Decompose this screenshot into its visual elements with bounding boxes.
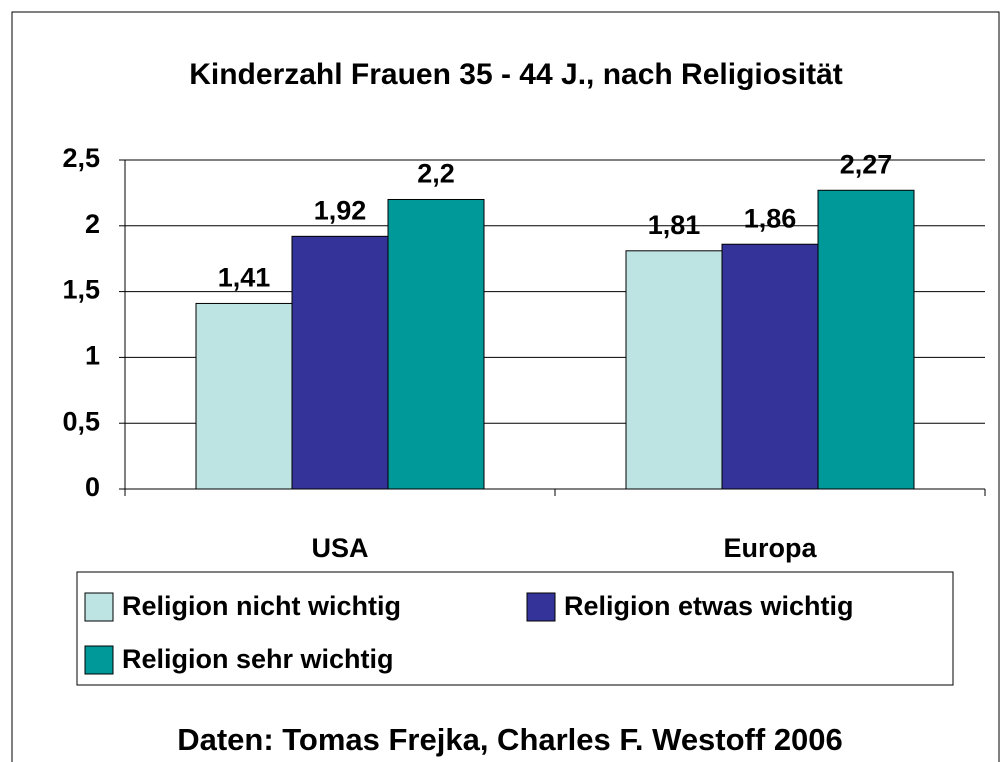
y-tick-label: 0 bbox=[85, 472, 100, 502]
legend-box bbox=[76, 571, 954, 686]
y-tick-label: 1,5 bbox=[62, 275, 100, 305]
legend-swatch bbox=[84, 645, 114, 675]
legend-swatch bbox=[526, 592, 556, 622]
bar bbox=[195, 302, 293, 490]
data-label: 2,27 bbox=[840, 149, 893, 179]
data-label: 1,86 bbox=[744, 203, 797, 233]
bar bbox=[721, 243, 819, 490]
bar bbox=[387, 198, 485, 490]
bar bbox=[291, 235, 389, 490]
legend-label: Religion etwas wichtig bbox=[564, 591, 854, 621]
source-note: Daten: Tomas Frejka, Charles F. Westoff … bbox=[177, 722, 843, 757]
y-tick-label: 2 bbox=[85, 209, 100, 239]
y-tick-label: 1 bbox=[85, 341, 100, 371]
bar bbox=[625, 250, 723, 490]
y-tick-label: 0,5 bbox=[62, 406, 100, 436]
x-tick-label: Europa bbox=[723, 533, 817, 563]
legend-label: Religion nicht wichtig bbox=[122, 591, 401, 621]
data-label: 1,41 bbox=[218, 263, 271, 293]
chart-border bbox=[11, 11, 1000, 762]
data-label: 1,92 bbox=[314, 195, 367, 225]
legend-swatch bbox=[84, 592, 114, 622]
bar bbox=[817, 189, 915, 490]
y-tick-label: 2,5 bbox=[62, 143, 100, 173]
legend-label: Religion sehr wichtig bbox=[122, 644, 394, 674]
data-label: 2,2 bbox=[417, 159, 455, 189]
chart-title: Kinderzahl Frauen 35 - 44 J., nach Relig… bbox=[189, 58, 843, 91]
x-tick-label: USA bbox=[311, 533, 368, 563]
data-label: 1,81 bbox=[648, 210, 701, 240]
